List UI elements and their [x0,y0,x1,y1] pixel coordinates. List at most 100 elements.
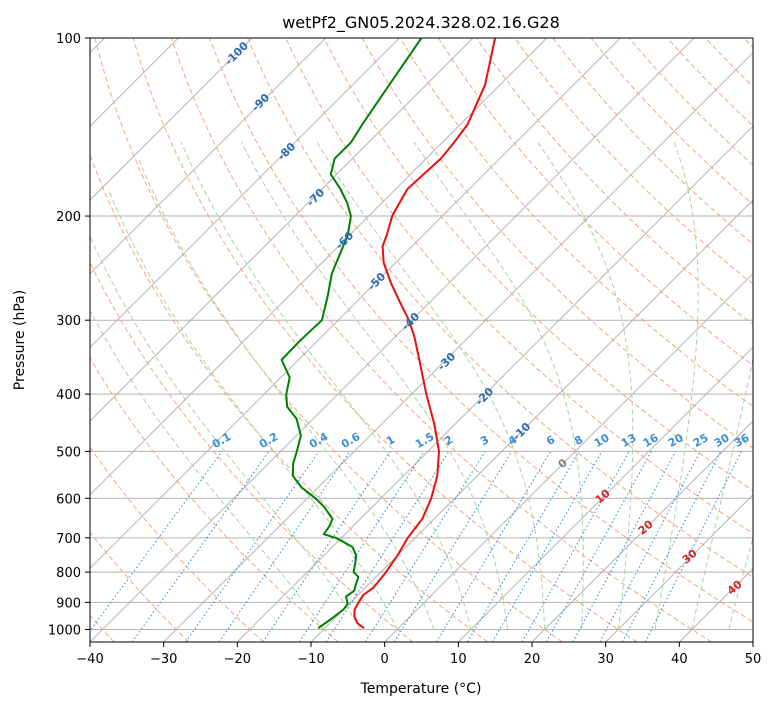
x-tick-label: 20 [524,652,541,667]
isotherm-line [531,420,753,642]
dry-adiabat-line [132,38,638,642]
mixing-ratio-label: 0.6 [339,430,363,451]
dry-adiabat-line [247,38,753,578]
mixing-ratio-line [393,451,513,642]
isotherm-line [752,641,753,642]
mixing-ratio-label: 30 [712,431,732,450]
isotherm-line [605,493,753,642]
x-tick-label: 40 [671,652,688,667]
profile-lines [280,38,497,630]
mixing-ratio-line [325,451,450,642]
mixing-ratio-line [621,451,722,642]
mixing-ratio-label: 25 [691,431,711,450]
mixing-ratio-line [185,451,320,642]
mixing-ratio-line [521,451,630,642]
mixing-ratio-line [467,451,580,642]
dry-adiabat-line [705,38,753,88]
isotherm-line [90,38,327,275]
y-tick-label: 600 [56,492,81,507]
mixing-ratio-line [545,451,652,642]
mixing-ratio-label: 6 [544,433,557,448]
y-tick-label: 100 [56,32,81,47]
chart-title: wetPf2_GN05.2024.328.02.16.G28 [282,13,560,33]
dry-adiabat-label: -20 [473,385,496,408]
x-tick-label: −40 [76,652,103,667]
dry-adiabat-line [514,38,753,285]
mixing-ratio-line [599,451,701,642]
axes: −40 −30 −20 −10 0 10 20 30 40 5010020030040050060… [48,32,761,667]
moist-adiabat-line [413,141,584,630]
moist-adiabat-line [728,535,753,630]
plot-frame [89,37,754,643]
moist-adiabat-label: 10 [593,486,613,506]
dry-adiabat-label: -70 [304,186,327,209]
mixing-ratio-label: 36 [732,431,752,450]
isotherm-line [236,125,753,642]
isotherm-line [384,272,753,642]
x-tick-label: 0 [381,652,389,667]
y-tick-label: 1000 [48,623,81,638]
mixing-ratio-label: 0.2 [257,430,280,451]
y-tick-label: 700 [56,532,81,547]
dry-adiabat-line [94,38,563,642]
dry-adiabat-line [437,38,753,366]
x-tick-label: 50 [745,652,762,667]
y-tick-label: 900 [56,596,81,611]
x-tick-label: 30 [597,652,614,667]
moist-adiabat-line [90,309,324,630]
y-tick-label: 300 [56,314,81,329]
mixing-ratio-label: 1 [384,433,397,448]
x-tick-label: −10 [297,652,324,667]
isotherm-line [163,51,753,642]
dry-adiabat-line [90,357,339,642]
moist-adiabat-line [180,141,472,630]
dry-adiabat-line [743,38,753,49]
x-tick-label: −30 [150,652,177,667]
dry-adiabat-label: -30 [435,350,458,373]
moist-adiabat-line [137,158,435,630]
isotherm-line [90,38,400,349]
mixing-ratio-line [90,451,223,632]
dry-adiabat-line [90,153,488,642]
dry-adiabat-line [667,38,753,127]
mixing-ratio-label: 0.1 [210,430,233,451]
mixing-ratio-label: 13 [619,431,639,450]
mixing-ratio-label: 16 [641,431,661,450]
mixing-ratio-label: 2 [442,433,455,448]
mixing-ratio-line [364,451,486,642]
mixing-ratio-line [435,451,552,642]
isotherm-line [90,38,548,496]
y-axis-title: Pressure (hPa) [12,290,28,390]
mixing-ratio-line [572,451,677,642]
dry-adiabat-line [399,38,753,408]
isotherm-line [457,346,753,642]
mixing-ratio-label: 0.4 [307,430,331,451]
y-tick-label: 400 [56,388,81,403]
dry-adiabat-line [90,261,414,642]
moist-adiabat-line [654,142,699,630]
isotherm-line [310,199,753,642]
isotherm-line [90,38,474,422]
dry-adiabat-line [361,38,753,449]
mixing-ratio-line [218,451,351,642]
dry-adiabat-line [552,38,753,245]
mixing-ratio-label: 20 [666,431,686,450]
x-axis-title: Temperature (°C) [360,681,482,697]
moist-adiabat-label: 30 [680,546,700,566]
mixing-ratio-label: 3 [478,433,491,448]
isotherm-line [90,38,695,642]
mixing-ratio-label: 8 [572,433,585,448]
mixing-ratio-line [491,451,603,642]
moist-adiabat-line [691,356,753,630]
mixing-ratio-label: 1.5 [413,430,436,451]
dry-adiabat-line [170,38,712,642]
dewpoint-profile-line [280,38,423,630]
background-lines [90,38,753,642]
x-tick-label: 10 [450,652,467,667]
moist-adiabat-line [90,235,361,630]
dry-adiabat-line [90,446,264,642]
moist-adiabat-line [107,188,398,630]
isotherm-line [90,38,253,201]
x-tick-label: −20 [224,652,251,667]
